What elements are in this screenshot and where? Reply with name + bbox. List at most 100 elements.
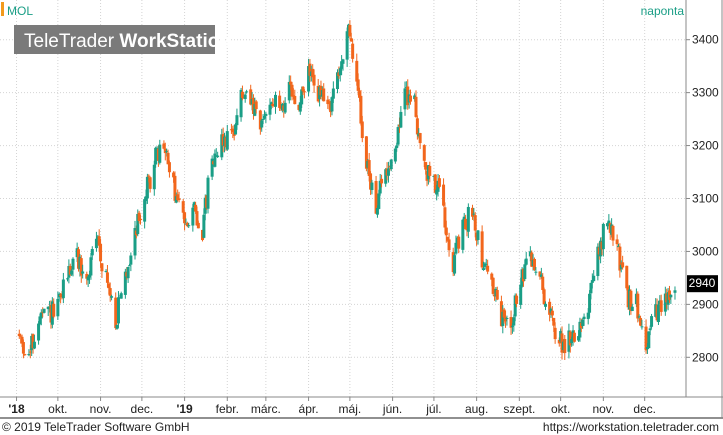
candle-body: [395, 145, 399, 149]
candle-body: [491, 277, 495, 294]
x-tick-label: dec.: [633, 402, 656, 416]
candle-body: [173, 175, 177, 201]
y-tick-label: 3400: [692, 33, 719, 47]
candle-body: [100, 263, 104, 272]
candle-body: [70, 270, 74, 275]
candle-body: [444, 227, 448, 236]
candle-body: [437, 178, 441, 187]
x-tick-label: szept.: [503, 402, 535, 416]
candlestick-series: [17, 20, 677, 360]
candle-body: [110, 296, 114, 298]
candle-body: [21, 342, 25, 354]
candle-body: [143, 199, 147, 222]
candle-body: [369, 173, 373, 190]
candle-body: [355, 60, 359, 82]
candle-body: [659, 300, 663, 312]
candle-body: [239, 89, 243, 118]
candle-body: [166, 152, 170, 165]
candle-body: [187, 225, 191, 227]
candle-body: [115, 324, 119, 329]
candle-body: [307, 66, 311, 92]
x-tick-label: '19: [176, 402, 193, 416]
watermark-background: [14, 25, 215, 54]
candle-body: [348, 24, 352, 37]
candle-body: [424, 162, 428, 170]
candle-body: [470, 207, 474, 217]
candle-body: [283, 102, 287, 113]
candle-body: [589, 282, 593, 294]
candle-body: [408, 95, 412, 102]
candle-body: [524, 258, 528, 265]
candle-body: [386, 168, 390, 176]
candle-body: [548, 301, 552, 315]
candle-body: [596, 246, 600, 277]
y-axis: 2800 2900 3000 3100 3200 3300 3400: [686, 33, 719, 364]
y-tick-label: 3300: [692, 86, 719, 100]
candle-body: [331, 88, 335, 99]
candle-body: [433, 174, 437, 193]
candle-body: [99, 243, 103, 262]
candle-body: [534, 271, 538, 273]
candle-body: [568, 331, 572, 346]
candle-body: [287, 81, 291, 101]
source-url-link[interactable]: https://workstation.teletrader.com: [543, 420, 719, 434]
candle-body: [512, 317, 516, 326]
candle-body: [71, 258, 75, 270]
candle-body: [289, 81, 293, 85]
candle-body: [377, 193, 381, 209]
x-tick-label: márc.: [251, 402, 281, 416]
candle-body: [466, 206, 470, 232]
candle-body: [364, 136, 368, 169]
candle-body: [454, 242, 458, 254]
candle-body: [176, 194, 180, 200]
interval-label[interactable]: naponta: [641, 4, 685, 18]
x-tick-label: okt.: [551, 402, 570, 416]
candle-body: [225, 131, 229, 150]
candle-body: [17, 333, 21, 337]
candle-body: [148, 177, 152, 189]
candle-body: [19, 335, 23, 337]
candle-body: [637, 316, 641, 318]
candle-body: [27, 353, 31, 356]
candle-body: [505, 317, 509, 319]
candle-body: [298, 102, 302, 112]
candle-body: [367, 160, 371, 176]
candle-body: [513, 295, 517, 317]
candle-body: [435, 189, 439, 195]
candle-body: [464, 218, 468, 230]
candle-body: [486, 265, 490, 272]
candle-body: [523, 264, 527, 280]
candle-body: [274, 94, 278, 107]
candle-body: [446, 236, 450, 241]
y-tick-label: 2800: [692, 350, 719, 364]
candle-body: [625, 265, 629, 289]
candle-body: [245, 91, 249, 93]
candle-body: [442, 184, 446, 206]
candle-body: [165, 151, 169, 153]
symbol-label: MOL: [7, 4, 33, 18]
candle-body: [504, 317, 508, 322]
candle-body: [293, 95, 297, 105]
candle-body: [79, 258, 83, 276]
candle-body: [243, 94, 247, 100]
x-tick-label: máj.: [339, 402, 362, 416]
candle-body: [38, 316, 42, 325]
candle-body: [617, 246, 621, 248]
candle-body: [359, 95, 363, 124]
candle-body: [582, 316, 586, 320]
candle-body: [290, 84, 294, 97]
candle-body: [647, 331, 651, 349]
candle-body: [312, 74, 316, 86]
x-tick-label: okt.: [48, 402, 67, 416]
candle-body: [358, 91, 362, 98]
candle-body: [127, 265, 131, 267]
x-axis: '18 okt. nov. dec. '19 febr. márc. ápr. máj. jún.…: [8, 397, 656, 416]
x-tick-label: dec.: [131, 402, 154, 416]
candle-body: [90, 248, 94, 256]
candle-body: [577, 336, 581, 341]
candle-body: [639, 318, 643, 326]
candle-body: [20, 336, 24, 344]
candle-body: [213, 153, 217, 167]
candle-body: [262, 115, 266, 119]
